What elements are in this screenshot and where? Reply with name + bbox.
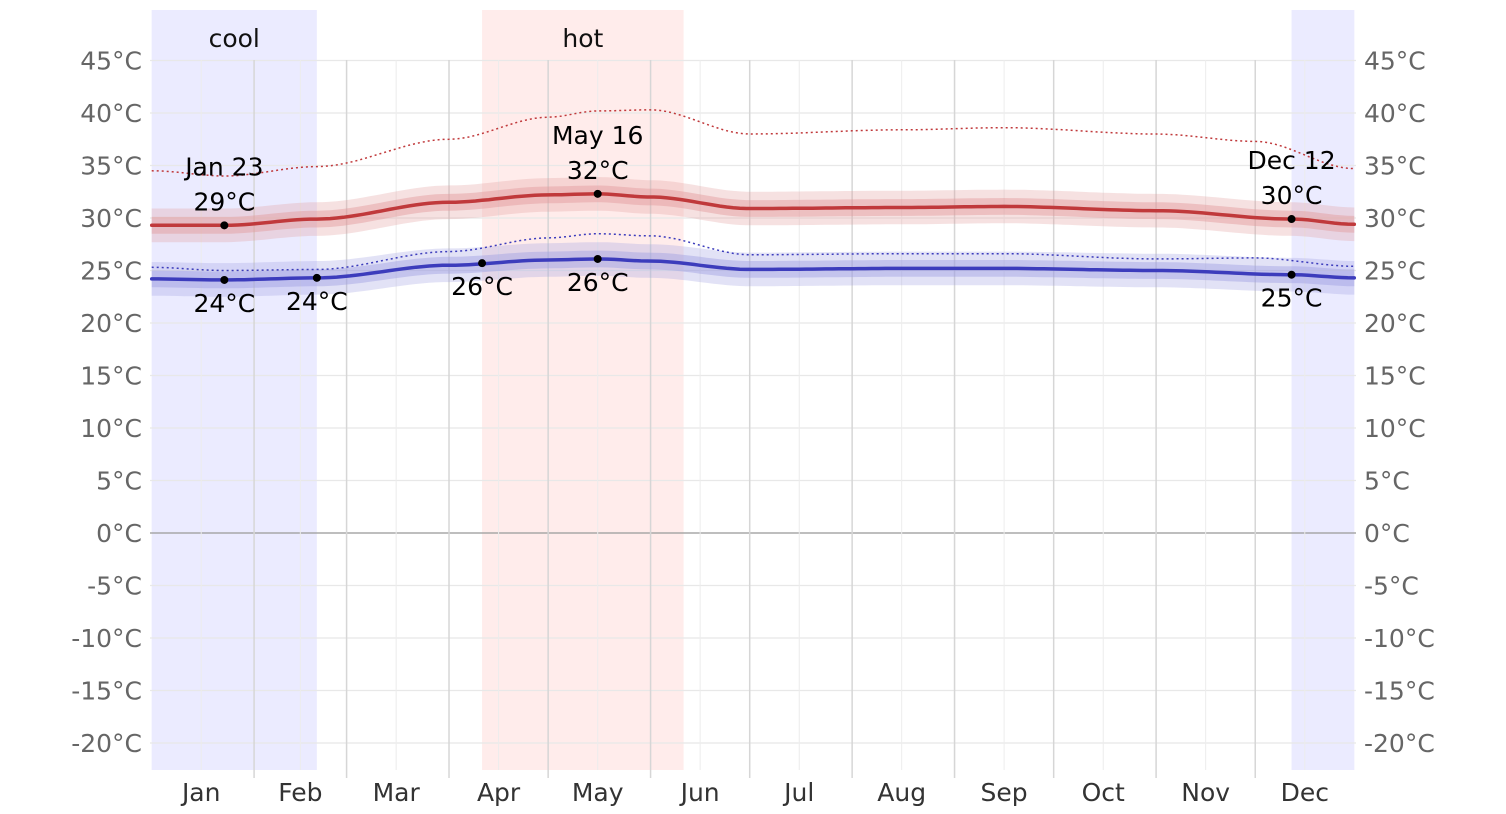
y-tick-label-left: 45°C bbox=[80, 47, 142, 76]
y-tick-label-left: 30°C bbox=[80, 204, 142, 233]
annotation-dot bbox=[220, 221, 229, 230]
x-tick-label-dec: Dec bbox=[1281, 778, 1329, 807]
annotation-date: Dec 12 bbox=[1247, 146, 1335, 175]
90th-percentile-high-line bbox=[151, 109, 1355, 177]
annotation-date: May 16 bbox=[552, 121, 643, 150]
y-tick-label-right: 25°C bbox=[1364, 257, 1426, 286]
season-band-cool-dec bbox=[1291, 10, 1355, 770]
annotation-value: 26°C bbox=[567, 268, 629, 297]
y-tick-label-left: 40°C bbox=[80, 99, 142, 128]
annotation-value: 25°C bbox=[1261, 284, 1323, 313]
x-tick-label-may: May bbox=[572, 778, 624, 807]
x-tick-label-oct: Oct bbox=[1082, 778, 1125, 807]
annotation-value: 32°C bbox=[567, 156, 629, 185]
annotation-value: 26°C bbox=[451, 272, 513, 301]
y-tick-label-right: 15°C bbox=[1364, 362, 1426, 391]
season-label-cool: cool bbox=[209, 24, 260, 53]
annotation-value: 29°C bbox=[193, 187, 255, 216]
annotation-dot bbox=[478, 259, 487, 268]
series-lines bbox=[149, 109, 1357, 282]
x-tick-label-jul: Jul bbox=[782, 778, 814, 807]
y-tick-label-right: 30°C bbox=[1364, 204, 1426, 233]
y-tick-label-left: 15°C bbox=[80, 362, 142, 391]
annotation-dot bbox=[1287, 215, 1296, 224]
y-tick-label-right: 35°C bbox=[1364, 152, 1426, 181]
y-tick-label-right: -20°C bbox=[1364, 729, 1435, 758]
y-tick-label-left: 25°C bbox=[80, 257, 142, 286]
axis-labels: 45°C 45°C 40°C 40°C 35°C 35°C 30°C 30°C 25°C 25°C… bbox=[71, 47, 1435, 808]
y-tick-label-left: -15°C bbox=[71, 677, 142, 706]
x-tick-label-sep: Sep bbox=[981, 778, 1028, 807]
x-tick-label-nov: Nov bbox=[1181, 778, 1230, 807]
season-label-hot: hot bbox=[562, 24, 603, 53]
x-tick-label-jun: Jun bbox=[679, 778, 720, 807]
average-high-line bbox=[149, 192, 1357, 228]
x-tick-label-aug: Aug bbox=[877, 778, 926, 807]
y-tick-label-right: -15°C bbox=[1364, 677, 1435, 706]
y-tick-label-right: -5°C bbox=[1364, 572, 1419, 601]
y-tick-label-right: 0°C bbox=[1364, 519, 1410, 548]
y-tick-label-right: 10°C bbox=[1364, 414, 1426, 443]
annotations: 29°C Jan 23 24°C 24°C 26°C 32°C May 16 26°C 30°C… bbox=[183, 121, 1335, 318]
y-tick-label-right: 40°C bbox=[1364, 99, 1426, 128]
season-band-cool bbox=[151, 10, 317, 770]
y-tick-label-right: -10°C bbox=[1364, 624, 1435, 653]
annotation-dot bbox=[312, 273, 321, 282]
y-tick-label-right: 45°C bbox=[1364, 47, 1426, 76]
x-tick-label-apr: Apr bbox=[477, 778, 521, 807]
x-tick-label-mar: Mar bbox=[373, 778, 421, 807]
y-tick-label-left: 10°C bbox=[80, 414, 142, 443]
y-tick-label-left: -20°C bbox=[71, 729, 142, 758]
y-tick-label-left: 20°C bbox=[80, 309, 142, 338]
x-tick-label-feb: Feb bbox=[278, 778, 322, 807]
annotation-dot bbox=[1287, 270, 1296, 279]
y-tick-label-right: 5°C bbox=[1364, 467, 1410, 496]
average-low-line bbox=[149, 257, 1357, 282]
annotation-value: 24°C bbox=[193, 289, 255, 318]
annotation-date: Jan 23 bbox=[183, 152, 263, 181]
season-bands: cool hot bbox=[151, 10, 1355, 770]
annotation-dot bbox=[593, 189, 602, 198]
y-tick-label-right: 20°C bbox=[1364, 309, 1426, 338]
10th-percentile-low-line bbox=[151, 233, 1355, 272]
annotation-dot bbox=[220, 275, 229, 284]
y-tick-label-left: 0°C bbox=[96, 519, 142, 548]
x-tick-label-jan: Jan bbox=[180, 778, 221, 807]
y-tick-label-left: 5°C bbox=[96, 467, 142, 496]
y-tick-label-left: 35°C bbox=[80, 152, 142, 181]
annotation-dot bbox=[593, 254, 602, 263]
y-tick-label-left: -10°C bbox=[71, 624, 142, 653]
gridlines bbox=[150, 59, 1356, 778]
y-tick-label-left: -5°C bbox=[87, 572, 142, 601]
annotation-value: 24°C bbox=[286, 287, 348, 316]
annotation-value: 30°C bbox=[1261, 181, 1323, 210]
